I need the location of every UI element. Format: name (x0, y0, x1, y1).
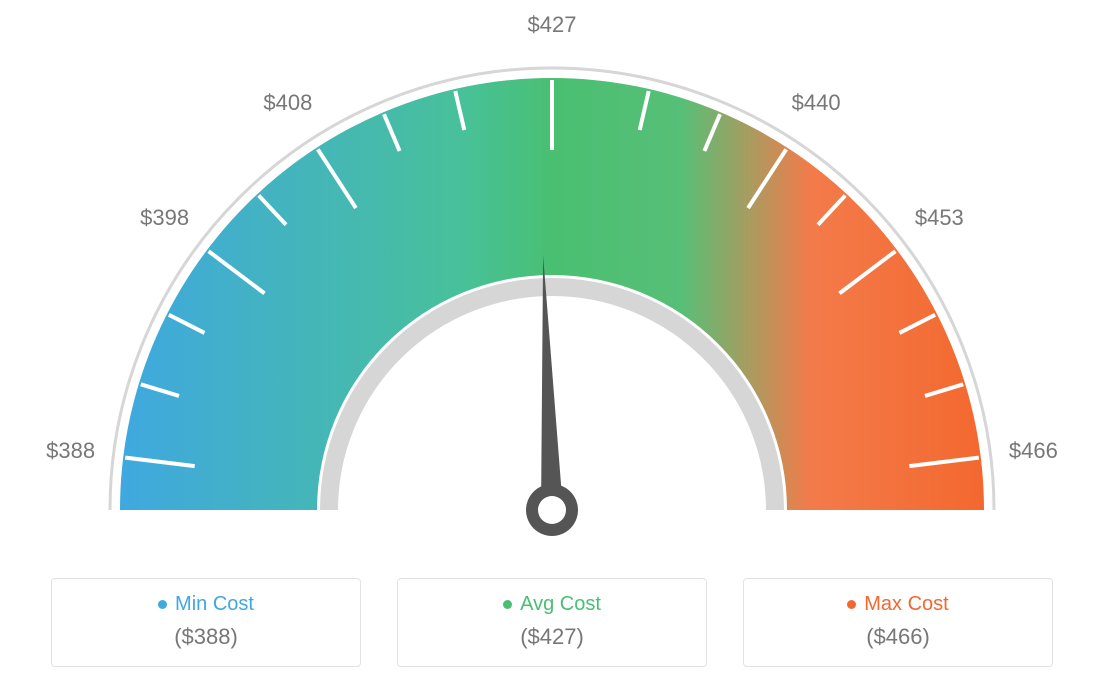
gauge-tick-label: $388 (46, 438, 95, 464)
legend-dot-max (847, 600, 856, 609)
gauge-chart: $388 $398 $408 $427 $440 $453 $466 (0, 0, 1104, 560)
gauge-tick-label: $408 (263, 90, 312, 116)
legend-card-avg: Avg Cost ($427) (397, 578, 707, 667)
legend-label-avg: Avg Cost (520, 593, 601, 616)
gauge-tick-label: $466 (1009, 438, 1058, 464)
gauge-tick-label: $440 (792, 90, 841, 116)
legend-title-avg: Avg Cost (503, 593, 601, 616)
legend-dot-avg (503, 600, 512, 609)
legend-row: Min Cost ($388) Avg Cost ($427) Max Cost… (0, 578, 1104, 667)
legend-value-min: ($388) (70, 624, 342, 650)
gauge-tick-label: $427 (528, 12, 577, 38)
gauge-tick-label: $453 (915, 205, 964, 231)
legend-title-max: Max Cost (847, 593, 948, 616)
legend-title-min: Min Cost (158, 593, 254, 616)
legend-label-max: Max Cost (864, 593, 948, 616)
legend-label-min: Min Cost (175, 593, 254, 616)
gauge-tick-label: $398 (140, 205, 189, 231)
legend-value-max: ($466) (762, 624, 1034, 650)
legend-value-avg: ($427) (416, 624, 688, 650)
legend-card-min: Min Cost ($388) (51, 578, 361, 667)
legend-dot-min (158, 600, 167, 609)
gauge-svg (0, 0, 1104, 560)
legend-card-max: Max Cost ($466) (743, 578, 1053, 667)
